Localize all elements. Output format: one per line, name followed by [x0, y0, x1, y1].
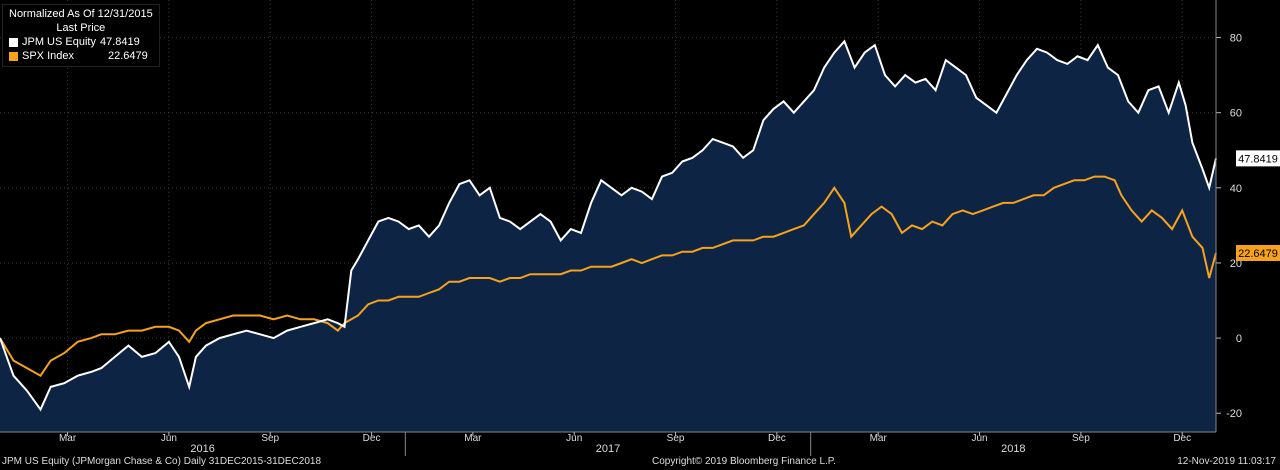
spx-last-price-tag-bg: [1236, 245, 1280, 262]
footer-security-info: JPM US Equity (JPMorgan Chase & Co) Dail…: [2, 456, 322, 467]
x-month-label: Mar: [464, 433, 482, 444]
x-month-label: Jun: [971, 433, 987, 444]
chart-legend: Normalized As Of 12/31/2015 Last Price J…: [2, 4, 160, 67]
x-month-label: Jun: [566, 433, 582, 444]
x-month-label: Mar: [870, 433, 888, 444]
footer-timestamp: 12-Nov-2019 11:03:17: [1177, 456, 1276, 467]
y-tick-label: 80: [1230, 33, 1242, 45]
y-tick-label: -20: [1226, 408, 1242, 420]
legend-swatch-spx: [9, 51, 18, 61]
jpm-last-price-tag-bg: [1236, 150, 1280, 167]
x-month-label: Dec: [363, 433, 381, 444]
x-year-label: 2017: [596, 443, 620, 455]
footer-copyright: Copyright© 2019 Bloomberg Finance L.P.: [652, 456, 836, 467]
x-month-label: Sep: [1072, 433, 1090, 444]
legend-name-jpm: JPM US Equity: [22, 36, 96, 48]
legend-title: Normalized As Of 12/31/2015: [9, 8, 153, 20]
legend-entry-jpm: JPM US Equity 47.8419: [9, 35, 153, 49]
x-month-label: Dec: [768, 433, 786, 444]
spx-last-price-tag: 22.6479: [1238, 248, 1278, 260]
legend-name-spx: SPX Index: [22, 50, 74, 62]
jpm-area-fill: [0, 41, 1216, 433]
last-price-tags: 47.8419 22.6479: [1236, 150, 1280, 262]
x-month-label: Mar: [59, 433, 77, 444]
y-tick-label: 40: [1230, 183, 1242, 195]
legend-entry-spx: SPX Index 22.6479: [9, 49, 153, 63]
x-month-label: Sep: [667, 433, 685, 444]
x-year-label: 2018: [1001, 443, 1025, 455]
legend-swatch-jpm: [9, 37, 18, 47]
x-axis: Mar Jun Sep Dec Mar Jun Sep Dec Mar Jun Sep Dec 2016…: [0, 431, 1216, 456]
y-tick-label: 60: [1230, 108, 1242, 120]
jpm-last-price-tag: 47.8419: [1238, 153, 1278, 165]
spx-series-line: [0, 175, 1217, 378]
x-month-label: Jun: [161, 433, 177, 444]
legend-subtitle: Last Price: [56, 22, 106, 34]
y-tick-label: 0: [1236, 333, 1242, 345]
x-month-label: Sep: [261, 433, 279, 444]
legend-value-spx: 22.6479: [108, 50, 148, 62]
jpm-series-line: [0, 39, 1217, 412]
x-year-label: 2016: [190, 443, 214, 455]
x-month-label: Dec: [1173, 433, 1191, 444]
legend-value-jpm: 47.8419: [99, 36, 140, 48]
